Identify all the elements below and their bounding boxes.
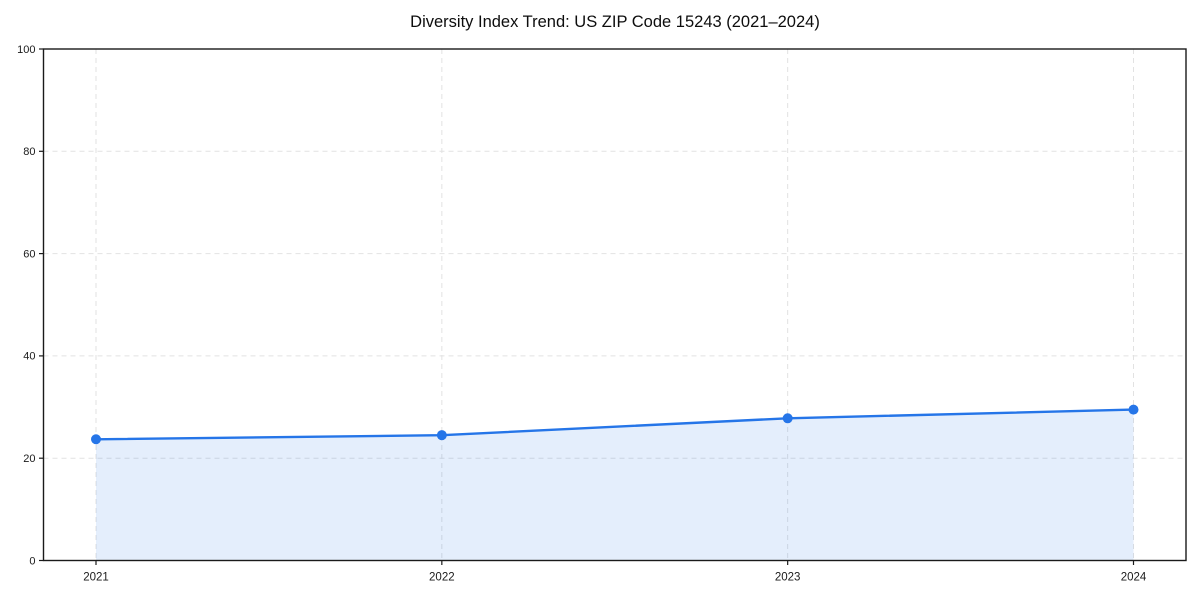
area-fill xyxy=(96,409,1134,561)
data-point-2024 xyxy=(1128,404,1139,415)
x-tick-label: 2024 xyxy=(1121,572,1147,584)
data-point-2023 xyxy=(782,413,793,424)
y-tick-label: 80 xyxy=(23,146,35,158)
x-tick-label: 2023 xyxy=(775,572,801,584)
y-tick-label: 60 xyxy=(23,248,35,260)
plot-border xyxy=(42,48,1187,562)
y-tick-label: 0 xyxy=(29,555,35,567)
trend-line xyxy=(94,408,1135,441)
x-tick-label: 2021 xyxy=(83,572,109,584)
chart-title: Diversity Index Trend: US ZIP Code 15243… xyxy=(410,13,820,31)
y-tick-label: 100 xyxy=(17,44,35,56)
y-tick-label: 40 xyxy=(23,351,35,363)
y-tick-label: 20 xyxy=(23,453,35,465)
x-tick-label: 2022 xyxy=(429,572,455,584)
data-point-2021 xyxy=(91,434,101,445)
data-point-2022 xyxy=(436,430,447,441)
